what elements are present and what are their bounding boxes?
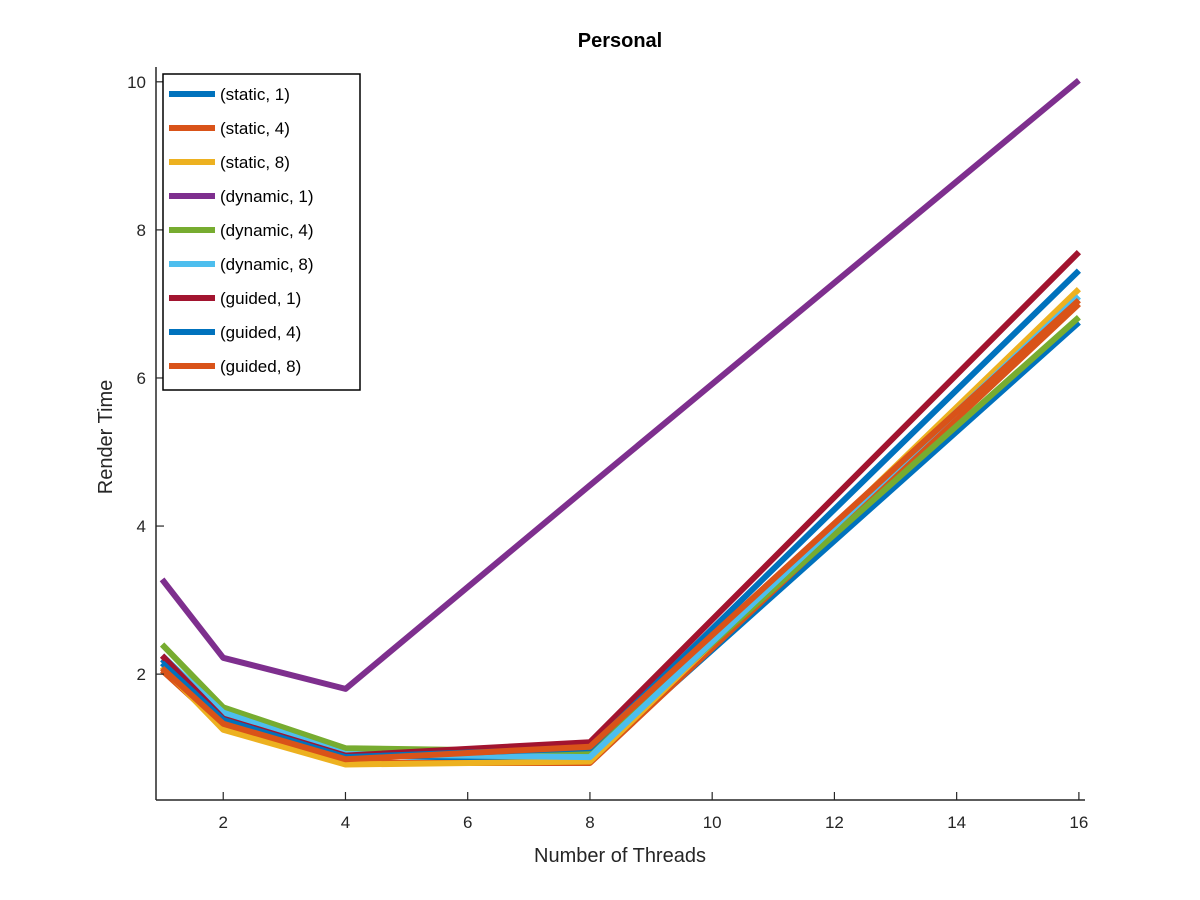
legend-entry-label: (static, 4) xyxy=(220,119,290,138)
legend-entry-label: (guided, 1) xyxy=(220,289,301,308)
legend-entry-label: (dynamic, 1) xyxy=(220,187,314,206)
legend-entry-label: (static, 8) xyxy=(220,153,290,172)
x-tick-label: 14 xyxy=(947,813,966,832)
x-axis-label: Number of Threads xyxy=(534,845,706,867)
x-tick-label: 16 xyxy=(1069,813,1088,832)
y-tick-label: 4 xyxy=(137,517,146,536)
y-tick-label: 10 xyxy=(127,73,146,92)
x-tick-label: 10 xyxy=(703,813,722,832)
x-tick-label: 4 xyxy=(341,813,350,832)
x-tick-label: 2 xyxy=(218,813,227,832)
y-tick-label: 6 xyxy=(137,369,146,388)
y-axis-label: Render Time xyxy=(95,380,117,495)
y-tick-label: 8 xyxy=(137,221,146,240)
legend-entry-label: (dynamic, 8) xyxy=(220,255,314,274)
legend-entry-label: (guided, 8) xyxy=(220,357,301,376)
chart-title: Personal xyxy=(578,30,662,52)
legend-entry-label: (dynamic, 4) xyxy=(220,221,314,240)
x-tick-label: 6 xyxy=(463,813,472,832)
legend-entry-label: (static, 1) xyxy=(220,85,290,104)
legend-entry-label: (guided, 4) xyxy=(220,323,301,342)
x-tick-label: 12 xyxy=(825,813,844,832)
series-group xyxy=(159,77,1082,768)
y-tick-label: 2 xyxy=(137,665,146,684)
x-tick-label: 8 xyxy=(585,813,594,832)
tick-labels: 2 4 6 8 10 12 14 16 2 4 6 8 10 xyxy=(127,73,1088,832)
series-line-9 xyxy=(160,297,1081,763)
series-line-4 xyxy=(159,77,1081,692)
legend: (static, 1) (static, 4) (static, 8) (dynami… xyxy=(162,73,361,391)
